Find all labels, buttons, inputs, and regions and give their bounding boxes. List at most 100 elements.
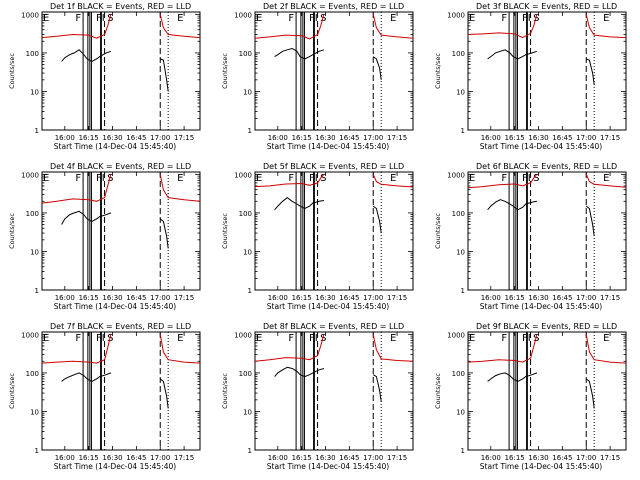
y-axis-label: Counts/sec bbox=[434, 53, 442, 89]
y-tick-label: 1000 bbox=[234, 171, 252, 179]
panel-title: Det 3f BLACK = Events, RED = LLD bbox=[476, 2, 617, 11]
events-series-line bbox=[61, 49, 112, 62]
flag-label: FI bbox=[309, 173, 318, 184]
x-tick-label: 16:30 bbox=[102, 454, 122, 462]
x-tick-label: 17:15 bbox=[600, 134, 620, 142]
flag-label: F bbox=[288, 13, 294, 24]
detector-panel-4: Det 4f BLACK = Events, RED = LLD 1 10 100 10… bbox=[8, 162, 201, 311]
plot-frame bbox=[467, 171, 627, 291]
flag-label: S bbox=[320, 173, 326, 184]
lld-series-line bbox=[159, 334, 201, 364]
lld-series-line bbox=[41, 334, 112, 364]
plot-frame bbox=[254, 11, 414, 131]
x-tick-label: 16:30 bbox=[102, 134, 122, 142]
events-series-line bbox=[159, 378, 169, 409]
x-tick-label: 16:15 bbox=[292, 294, 312, 302]
plot-frame bbox=[467, 11, 627, 131]
flag-label: E bbox=[390, 173, 396, 184]
events-series-line bbox=[372, 205, 382, 234]
x-tick-label: 17:00 bbox=[363, 134, 383, 142]
flag-label: S bbox=[320, 13, 326, 24]
flag-label: E bbox=[469, 13, 475, 24]
y-tick-label: 1000 bbox=[234, 331, 252, 339]
x-tick-label: 17:15 bbox=[387, 294, 407, 302]
x-axis-label: Start Time (14-Dec-04 15:45:40) bbox=[267, 462, 389, 471]
flag-label: E bbox=[603, 333, 609, 344]
y-tick-label: 1000 bbox=[447, 171, 465, 179]
x-tick-label: 17:00 bbox=[150, 454, 170, 462]
x-tick-label: 16:45 bbox=[552, 294, 572, 302]
x-tick-label: 16:00 bbox=[55, 134, 75, 142]
y-tick-label: 10 bbox=[30, 248, 39, 256]
x-tick-label: 16:45 bbox=[126, 294, 146, 302]
y-axis-label: Counts/sec bbox=[221, 373, 229, 409]
panel-title: Det 2f BLACK = Events, RED = LLD bbox=[263, 2, 404, 11]
x-tick-label: 17:00 bbox=[576, 294, 596, 302]
x-tick-label: 16:30 bbox=[528, 134, 548, 142]
flag-label: F bbox=[501, 173, 507, 184]
events-series-line bbox=[61, 372, 112, 382]
events-series-line bbox=[487, 199, 537, 211]
x-tick-label: 17:15 bbox=[387, 134, 407, 142]
events-series-line bbox=[372, 56, 382, 80]
detector-panel-5: Det 5f BLACK = Events, RED = LLD 1 10 100 10… bbox=[221, 162, 414, 311]
y-tick-label: 1 bbox=[35, 287, 39, 295]
y-tick-label: 1 bbox=[461, 287, 465, 295]
x-tick-label: 16:30 bbox=[315, 454, 335, 462]
lld-series-line bbox=[372, 14, 414, 39]
lld-series-line bbox=[467, 173, 538, 189]
detector-panel-7: Det 7f BLACK = Events, RED = LLD 1 10 100 10… bbox=[8, 322, 201, 471]
y-tick-label: 100 bbox=[452, 370, 465, 378]
x-tick-label: 17:00 bbox=[576, 134, 596, 142]
x-tick-label: 16:00 bbox=[55, 454, 75, 462]
x-tick-label: 16:00 bbox=[481, 294, 501, 302]
x-tick-label: 17:15 bbox=[600, 294, 620, 302]
y-tick-label: 100 bbox=[239, 370, 252, 378]
x-axis-label: Start Time (14-Dec-04 15:45:40) bbox=[480, 462, 602, 471]
events-series-line bbox=[585, 378, 595, 409]
x-tick-label: 16:00 bbox=[481, 134, 501, 142]
x-tick-label: 16:45 bbox=[339, 294, 359, 302]
flag-label: E bbox=[256, 13, 262, 24]
flag-label: FI bbox=[522, 333, 531, 344]
x-tick-label: 16:15 bbox=[505, 134, 525, 142]
y-tick-label: 10 bbox=[243, 248, 252, 256]
lld-series-line bbox=[585, 174, 627, 188]
x-tick-label: 17:15 bbox=[174, 294, 194, 302]
lld-series-line bbox=[467, 334, 538, 363]
flag-label: S bbox=[533, 173, 539, 184]
detector-panel-1: Det 1f BLACK = Events, RED = LLD 1 10 100 10… bbox=[8, 2, 201, 151]
x-tick-label: 16:15 bbox=[505, 454, 525, 462]
flag-label: E bbox=[177, 173, 183, 184]
y-tick-label: 10 bbox=[456, 88, 465, 96]
events-series-line bbox=[487, 49, 538, 60]
flag-label: E bbox=[256, 333, 262, 344]
x-tick-label: 16:45 bbox=[126, 134, 146, 142]
panel-title: Det 5f BLACK = Events, RED = LLD bbox=[263, 162, 404, 171]
x-tick-label: 16:45 bbox=[339, 134, 359, 142]
flag-label: FI bbox=[309, 333, 318, 344]
x-axis-label: Start Time (14-Dec-04 15:45:40) bbox=[267, 142, 389, 151]
y-tick-label: 1 bbox=[248, 287, 252, 295]
x-tick-label: 17:15 bbox=[600, 454, 620, 462]
flag-label: F bbox=[75, 13, 81, 24]
x-axis-label: Start Time (14-Dec-04 15:45:40) bbox=[480, 302, 602, 311]
x-tick-label: 16:15 bbox=[505, 294, 525, 302]
flag-label: E bbox=[603, 13, 609, 24]
x-tick-label: 16:30 bbox=[315, 294, 335, 302]
flag-label: S bbox=[533, 333, 539, 344]
x-tick-label: 17:00 bbox=[363, 454, 383, 462]
flag-label: E bbox=[469, 173, 475, 184]
y-tick-label: 1000 bbox=[234, 11, 252, 19]
flag-label: E bbox=[390, 333, 396, 344]
plot-frame bbox=[41, 171, 201, 291]
plot-frame bbox=[254, 171, 414, 291]
flag-label: F bbox=[75, 333, 81, 344]
lld-series-line bbox=[254, 173, 325, 188]
x-tick-label: 17:15 bbox=[387, 454, 407, 462]
flag-label: FI bbox=[96, 333, 105, 344]
y-tick-label: 10 bbox=[30, 88, 39, 96]
y-tick-label: 1 bbox=[461, 127, 465, 135]
x-tick-label: 16:45 bbox=[552, 454, 572, 462]
